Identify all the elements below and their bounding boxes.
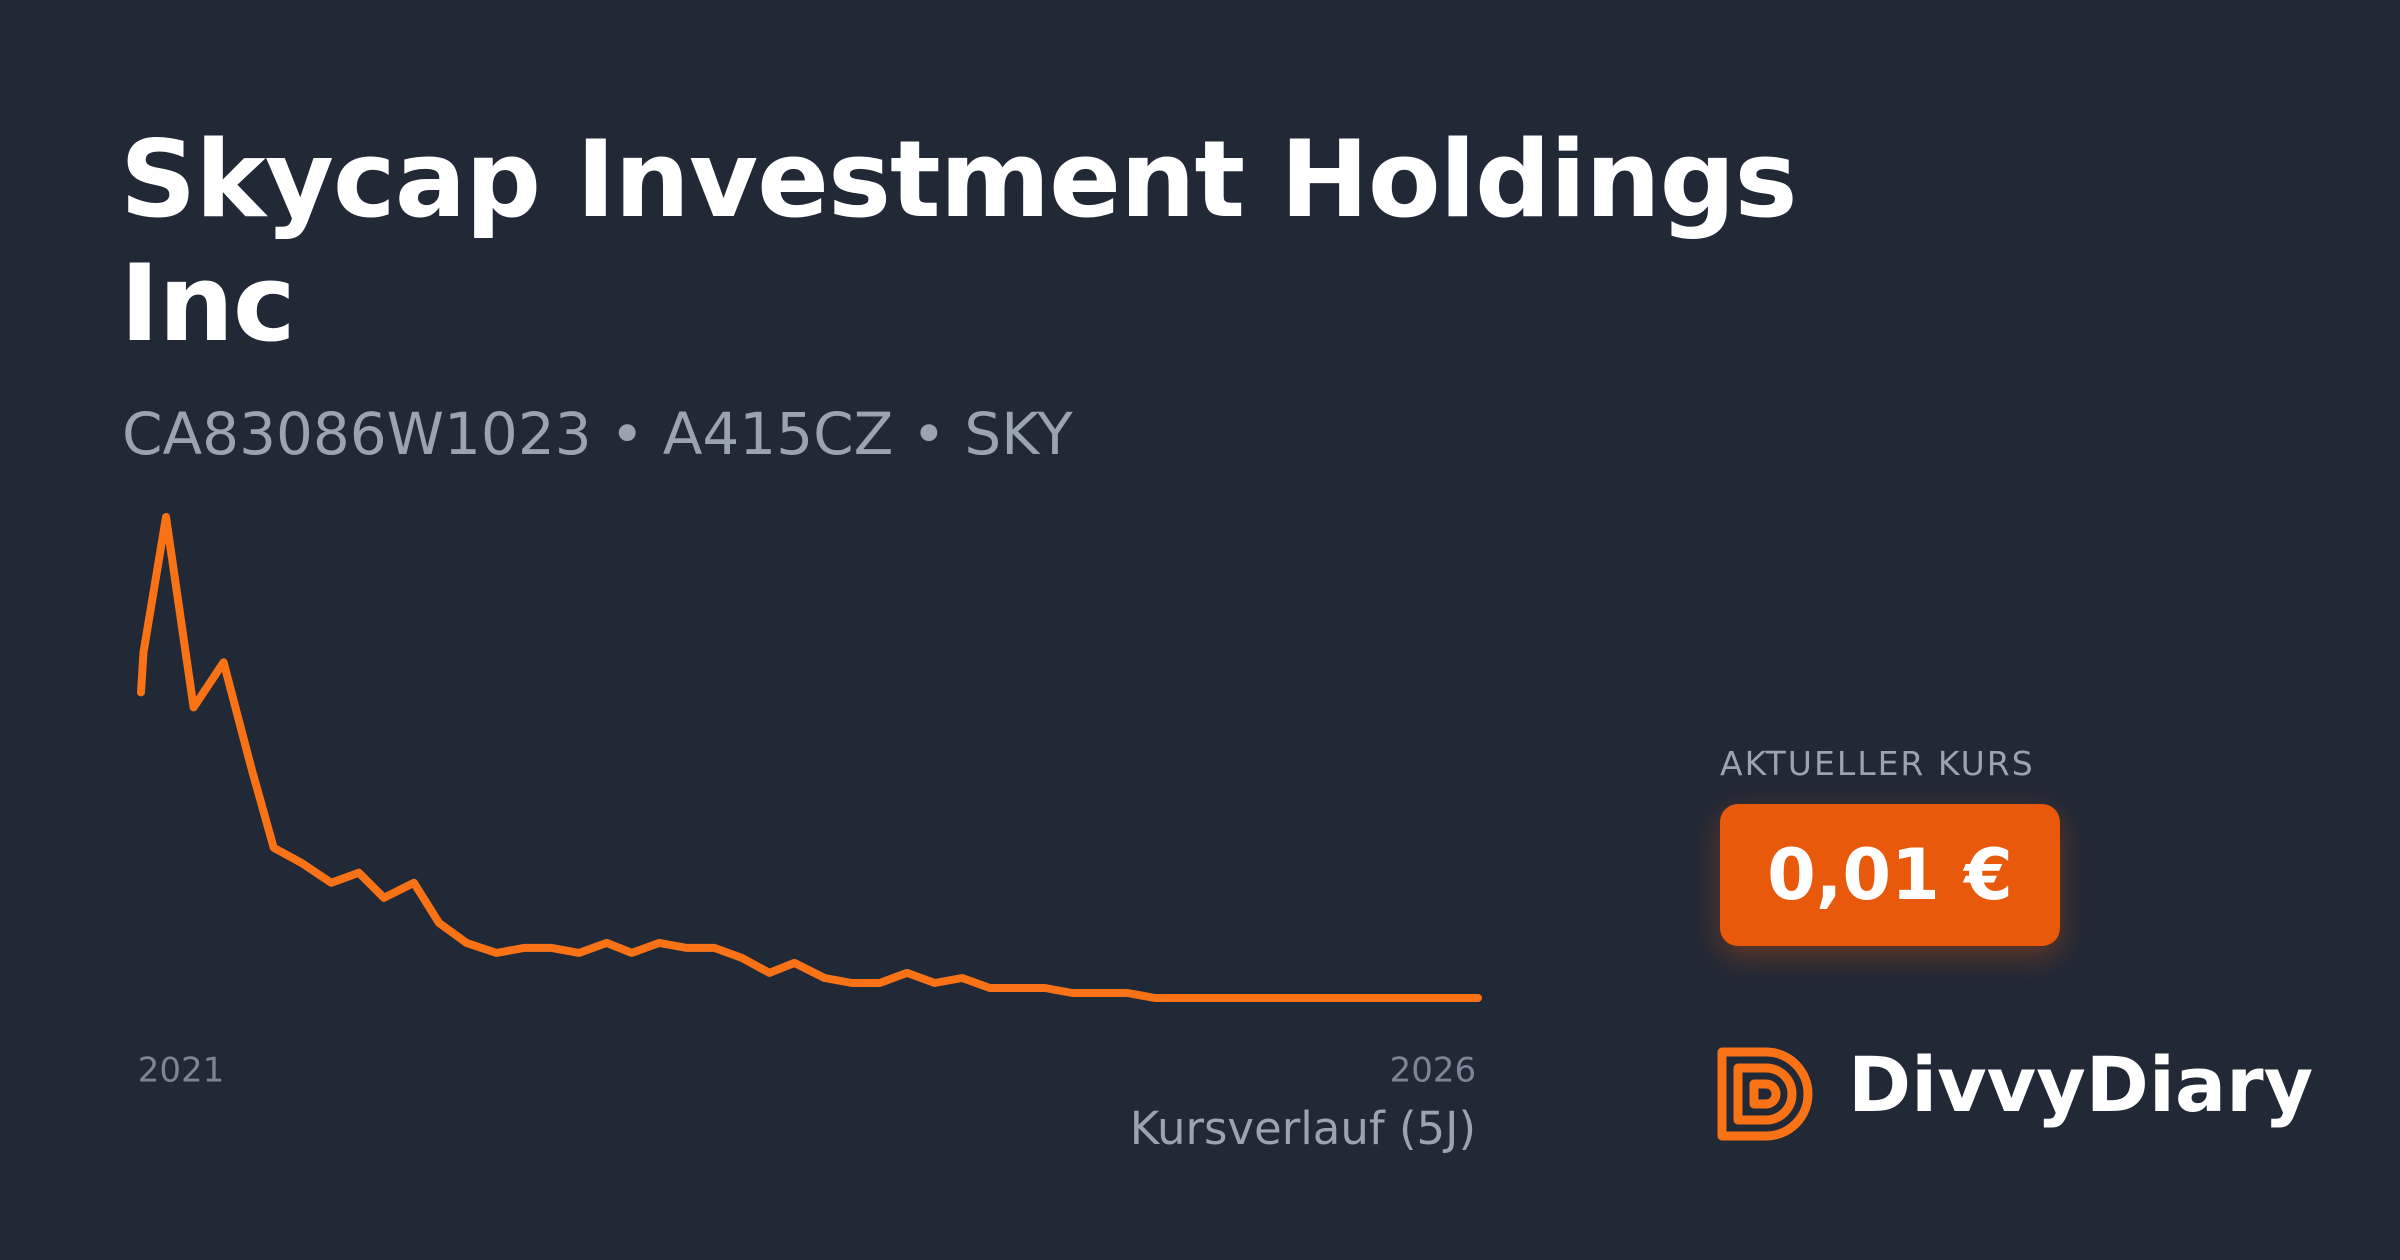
price-badge: 0,01 € [1720, 804, 2060, 946]
title: Skycap Investment Holdings Inc [120, 118, 1798, 365]
x-tick-label: 2026 [1390, 1051, 1477, 1091]
logo-middle [1733, 1063, 1797, 1125]
logo-inner [1749, 1079, 1781, 1109]
x-tick-label: 2021 [138, 1051, 225, 1091]
price-line [137, 513, 1482, 1002]
subtitle: CA83086W1023 • A415CZ • SKY [122, 400, 1073, 468]
logo-outer [1717, 1047, 1813, 1141]
brand-logo [1717, 1047, 1813, 1141]
brand-name: DivvyDiary [1848, 1040, 2314, 1129]
price-label: AKTUELLER KURS [1720, 744, 2035, 783]
chart-caption: Kursverlauf (5J) [1130, 1102, 1476, 1155]
price-value: 0,01 € [1767, 834, 2013, 916]
chart: 2021 2026 Kursverlauf (5J) [137, 513, 1482, 1155]
